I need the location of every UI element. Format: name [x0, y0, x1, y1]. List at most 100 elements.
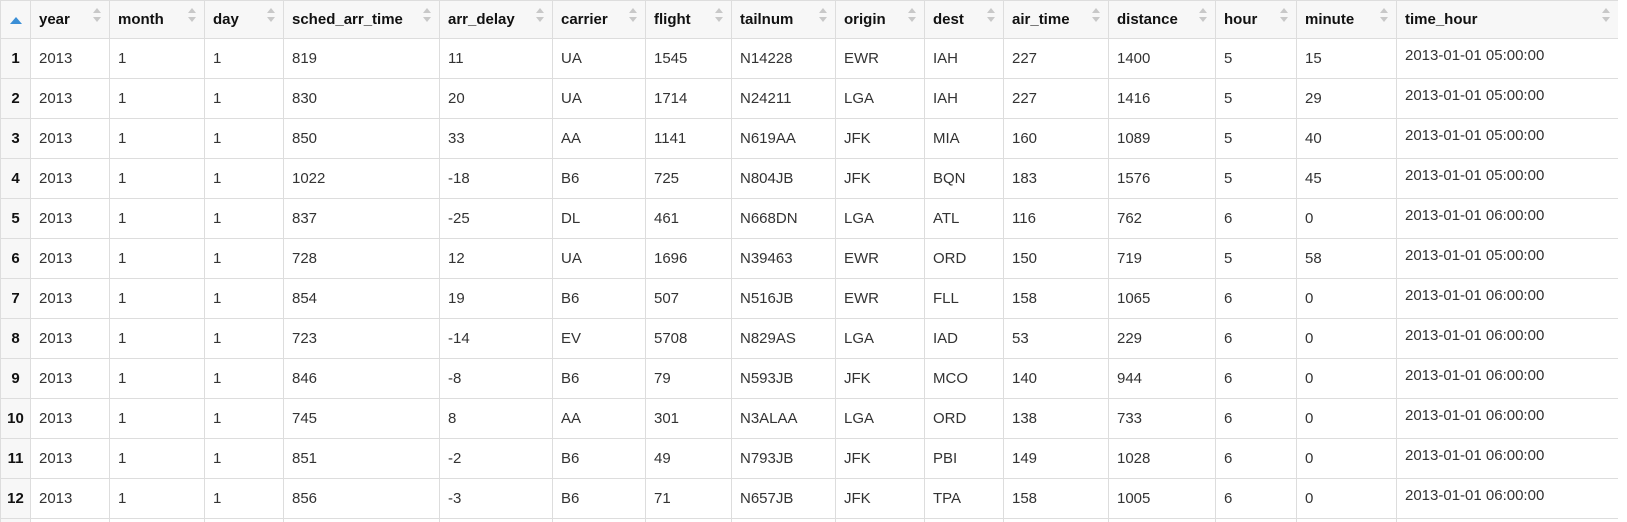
sort-arrows-icon[interactable] — [629, 8, 637, 22]
cell-year: 2013 — [30, 198, 110, 239]
sort-arrows-icon[interactable] — [715, 8, 723, 22]
cell-hour — [1215, 518, 1297, 522]
cell-time-hour: 2013-01-01 06:00:00 — [1396, 318, 1619, 359]
sort-arrows-icon[interactable] — [1602, 8, 1610, 22]
cell-origin: JFK — [835, 118, 925, 159]
cell-dest: ORD — [924, 398, 1004, 439]
column-header-label: time_hour — [1405, 11, 1478, 28]
cell-distance: 1416 — [1108, 78, 1216, 119]
cell-sched-arr-time: 728 — [283, 238, 440, 279]
column-header-air-time[interactable]: air_time — [1003, 0, 1109, 39]
sort-arrows-icon[interactable] — [536, 8, 544, 22]
cell-month: 1 — [109, 118, 205, 159]
cell-minute — [1296, 518, 1397, 522]
column-header-dest[interactable]: dest — [924, 0, 1004, 39]
cell-distance: 1400 — [1108, 38, 1216, 79]
cell-year: 2013 — [30, 398, 110, 439]
cell-origin: EWR — [835, 38, 925, 79]
cell-day: 1 — [204, 478, 284, 519]
cell-month: 1 — [109, 398, 205, 439]
cell-carrier: UA — [552, 78, 646, 119]
cell-arr-delay: -3 — [439, 478, 553, 519]
sort-arrows-icon[interactable] — [908, 8, 916, 22]
cell-time-hour: 2013-01-01 05:00:00 — [1396, 78, 1619, 119]
cell-year: 2013 — [30, 278, 110, 319]
cell-air-time: 149 — [1003, 438, 1109, 479]
cell-day: 1 — [204, 38, 284, 79]
cell-dest: IAH — [924, 38, 1004, 79]
cell-dest: ATL — [924, 198, 1004, 239]
cell-arr-delay: 20 — [439, 78, 553, 119]
sort-arrows-icon[interactable] — [1092, 8, 1100, 22]
cell-arr-delay: -18 — [439, 158, 553, 199]
column-header-carrier[interactable]: carrier — [552, 0, 646, 39]
cell-year: 2013 — [30, 38, 110, 79]
cell-time-hour: 2013-01-01 06:00:00 — [1396, 198, 1619, 239]
column-header-year[interactable]: year — [30, 0, 110, 39]
sort-arrows-icon[interactable] — [188, 8, 196, 22]
cell-tailnum: N668DN — [731, 198, 836, 239]
row-number: 5 — [0, 198, 31, 239]
cell-arr-delay: -2 — [439, 438, 553, 479]
column-header-distance[interactable]: distance — [1108, 0, 1216, 39]
row-number: 1 — [0, 38, 31, 79]
column-header-hour[interactable]: hour — [1215, 0, 1297, 39]
cell-minute: 40 — [1296, 118, 1397, 159]
column-header-month[interactable]: month — [109, 0, 205, 39]
cell-origin: LGA — [835, 78, 925, 119]
sort-arrows-icon[interactable] — [1199, 8, 1207, 22]
cell-tailnum: N657JB — [731, 478, 836, 519]
cell-day: 1 — [204, 238, 284, 279]
row-number: 2 — [0, 78, 31, 119]
sort-arrows-icon[interactable] — [423, 8, 431, 22]
column-header-arr-delay[interactable]: arr_delay — [439, 0, 553, 39]
column-header-minute[interactable]: minute — [1296, 0, 1397, 39]
cell-carrier: EV — [552, 318, 646, 359]
row-number-sort-header[interactable] — [0, 0, 31, 39]
cell-time-hour: 2013-01-01 06:00:00 — [1396, 398, 1619, 439]
cell-day: 1 — [204, 398, 284, 439]
cell-year: 2013 — [30, 78, 110, 119]
cell-minute: 0 — [1296, 398, 1397, 439]
cell-month: 1 — [109, 318, 205, 359]
cell-origin: JFK — [835, 438, 925, 479]
cell-arr-delay: -25 — [439, 198, 553, 239]
sort-arrows-icon[interactable] — [987, 8, 995, 22]
sort-arrows-icon[interactable] — [819, 8, 827, 22]
cell-carrier: B6 — [552, 478, 646, 519]
cell-month: 1 — [109, 38, 205, 79]
column-header-time-hour[interactable]: time_hour — [1396, 0, 1619, 39]
cell-sched-arr-time: 850 — [283, 118, 440, 159]
vertical-scrollbar[interactable] — [1618, 0, 1627, 522]
row-number: 9 — [0, 358, 31, 399]
cell-hour: 5 — [1215, 118, 1297, 159]
column-header-day[interactable]: day — [204, 0, 284, 39]
table-row: 1 2013 1 1 819 11 UA 1545 N14228 EWR IAH 227 1400 5 15… — [0, 38, 1619, 79]
cell-air-time: 140 — [1003, 358, 1109, 399]
cell-month: 1 — [109, 358, 205, 399]
cell-air-time: 227 — [1003, 38, 1109, 79]
sort-arrows-icon[interactable] — [1280, 8, 1288, 22]
column-header-flight[interactable]: flight — [645, 0, 732, 39]
row-number: 12 — [0, 478, 31, 519]
column-header-label: year — [39, 11, 70, 28]
cell-air-time: 138 — [1003, 398, 1109, 439]
sort-arrows-icon[interactable] — [1380, 8, 1388, 22]
cell-month: 1 — [109, 78, 205, 119]
column-header-tailnum[interactable]: tailnum — [731, 0, 836, 39]
sort-arrows-icon[interactable] — [93, 8, 101, 22]
cell-time-hour: 2013-01-01 06:00:00 — [1396, 438, 1619, 479]
sort-arrows-icon[interactable] — [267, 8, 275, 22]
cell-air-time: 158 — [1003, 478, 1109, 519]
column-header-sched-arr-time[interactable]: sched_arr_time — [283, 0, 440, 39]
cell-sched-arr-time: 819 — [283, 38, 440, 79]
cell-time-hour: 2013-01-01 05:00:00 — [1396, 158, 1619, 199]
column-header-origin[interactable]: origin — [835, 0, 925, 39]
cell-flight: 71 — [645, 478, 732, 519]
table-row: 12 2013 1 1 856 -3 B6 71 N657JB JFK TPA 158 1005 6 0 20… — [0, 478, 1619, 519]
cell-year: 2013 — [30, 478, 110, 519]
cell-origin: LGA — [835, 198, 925, 239]
table-body: 1 2013 1 1 819 11 UA 1545 N14228 EWR IAH 227 1400 5 15… — [0, 38, 1619, 522]
row-number: 3 — [0, 118, 31, 159]
